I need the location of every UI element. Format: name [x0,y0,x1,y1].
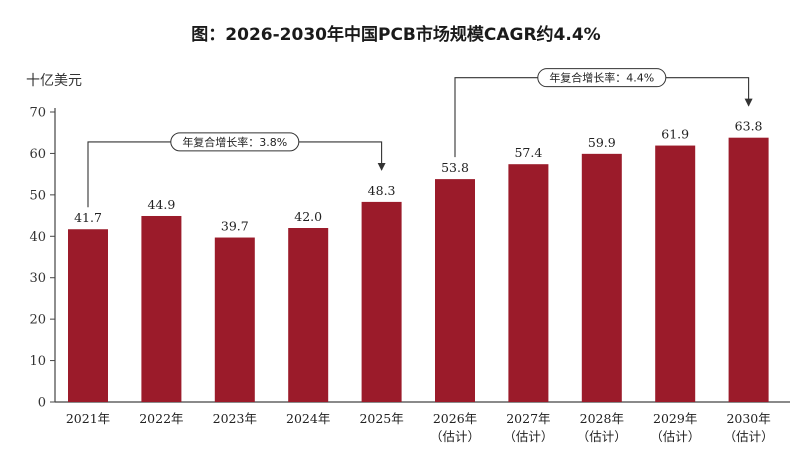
y-tick-label: 10 [29,354,46,369]
bar [728,137,769,402]
chart-title: 图：2026-2030年中国PCB市场规模CAGR约4.4% [191,25,601,45]
data-label: 48.3 [368,183,396,198]
cagr-label: 年复合增长率：3.8% [182,135,287,149]
y-tick-label: 30 [29,271,46,286]
x-tick-label: 2023年 [213,411,257,426]
data-label: 59.9 [588,135,616,150]
y-axis-unit-label: 十亿美元 [26,73,82,89]
bar [581,153,622,402]
data-label: 63.8 [735,119,763,134]
x-tick-label: 2024年 [286,411,330,426]
bar [435,179,475,402]
x-tick-label: 2029年 [653,411,697,426]
bar [141,215,182,402]
data-label: 53.8 [441,160,469,175]
x-tick-note: （估计） [577,429,627,444]
cagr-pill [170,132,300,152]
bar [288,228,329,402]
bar [68,229,108,402]
y-tick-label: 60 [29,147,46,162]
y-tick-label: 70 [29,106,46,121]
cagr-bracket [87,141,386,208]
x-tick-label: 2021年 [66,411,110,426]
data-label: 44.9 [147,197,175,212]
x-tick-note: （估计） [724,429,774,444]
data-label: 61.9 [661,127,689,142]
data-label: 42.0 [294,209,322,224]
x-tick-label: 2027年 [506,411,550,426]
x-tick-note: （估计） [503,429,553,444]
y-tick-label: 20 [29,313,46,328]
x-tick-label: 2026年 [433,411,477,426]
cagr-pill [537,68,667,88]
cagr-label: 年复合增长率：4.4% [549,71,654,85]
y-tick-label: 50 [29,188,46,203]
bar [655,145,696,403]
data-label: 57.4 [514,145,542,160]
x-tick-note: （估计） [650,429,700,444]
x-tick-label: 2028年 [580,411,624,426]
y-tick-label: 0 [38,396,46,411]
x-tick-note: （估计） [430,429,480,444]
y-tick-label: 40 [29,230,46,245]
bar [214,237,255,402]
x-tick-label: 2030年 [726,411,770,426]
x-tick-label: 2025年 [359,411,403,426]
data-label: 41.7 [74,210,102,225]
x-tick-label: 2022年 [139,411,183,426]
bar [361,201,402,402]
data-label: 39.7 [221,219,249,234]
bar [508,164,549,402]
